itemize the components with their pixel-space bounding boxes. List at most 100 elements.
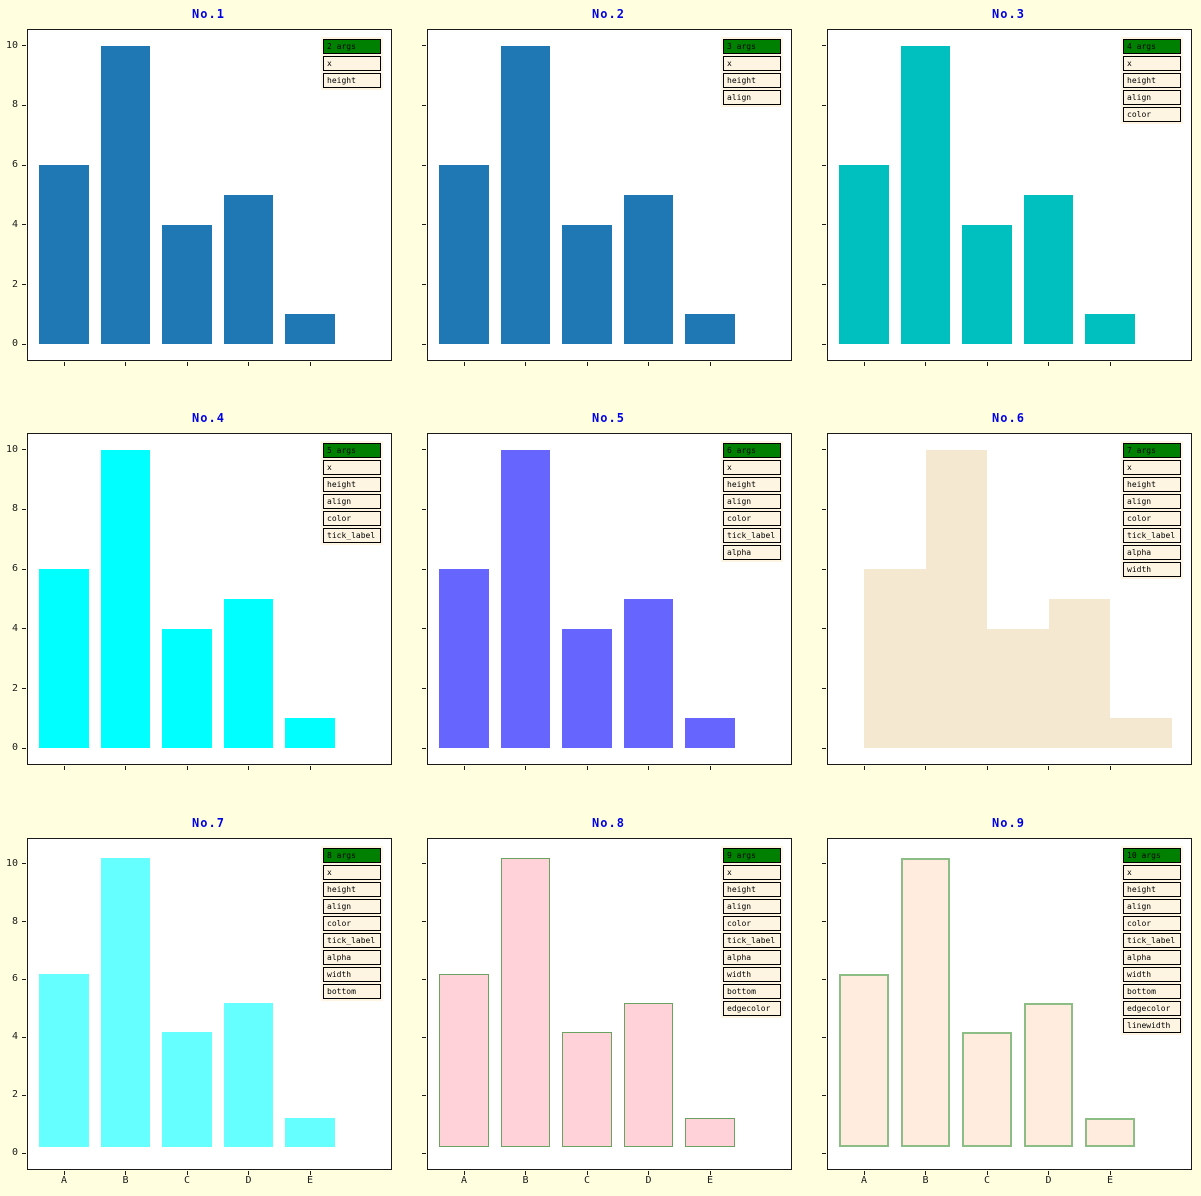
y-tick-mark bbox=[422, 343, 426, 345]
x-tick-mark bbox=[925, 362, 926, 366]
subplot-5: No.5 6 args x height align color tick_label a… bbox=[400, 404, 800, 802]
x-tick-mark bbox=[986, 362, 988, 366]
bar-B bbox=[500, 449, 551, 749]
legend: 6 args x height align color tick_label alpha bbox=[721, 441, 783, 562]
y-tick-mark bbox=[422, 104, 426, 106]
x-tick-mark bbox=[525, 362, 526, 366]
bars-layer bbox=[428, 30, 791, 360]
bar-D bbox=[623, 599, 674, 749]
x-tick-mark bbox=[925, 766, 926, 770]
y-tick-label: 8 bbox=[11, 915, 18, 927]
y-tick-mark bbox=[22, 1036, 26, 1038]
legend-item-alpha: alpha bbox=[1123, 545, 1181, 560]
y-tick-label: 6 bbox=[11, 973, 18, 985]
bar-E bbox=[285, 718, 335, 749]
chart-title: No.6 bbox=[992, 411, 1025, 425]
x-tick-label: E bbox=[306, 1175, 314, 1186]
legend-item-height: height bbox=[1123, 882, 1181, 897]
x-tick-mark bbox=[186, 362, 188, 366]
bar-A bbox=[39, 569, 89, 749]
y-tick-mark bbox=[22, 449, 26, 451]
y-tick-mark bbox=[22, 224, 26, 226]
bar-A bbox=[839, 973, 889, 1148]
y-tick-label: 0 bbox=[11, 1147, 18, 1159]
legend-header: 10 args bbox=[1123, 848, 1181, 863]
legend-item-align: align bbox=[323, 494, 381, 509]
bar-B bbox=[900, 45, 951, 345]
bar-C bbox=[562, 628, 612, 749]
y-tick-label: 8 bbox=[11, 99, 18, 111]
bar-B bbox=[900, 857, 951, 1148]
bar-B bbox=[500, 857, 551, 1148]
legend-item-align: align bbox=[723, 494, 781, 509]
x-tick-label: D bbox=[1045, 1175, 1052, 1186]
plot-area: 6 args x height align color tick_label alpha bbox=[422, 433, 792, 770]
legend-item-linewidth: linewidth bbox=[1123, 1018, 1181, 1033]
y-tick-label: 2 bbox=[11, 682, 18, 694]
x-tick-mark bbox=[863, 766, 865, 770]
bar-C bbox=[987, 628, 1049, 749]
x-tick-mark bbox=[1048, 362, 1049, 366]
x-tick-label: C bbox=[983, 1175, 991, 1186]
legend-item-height: height bbox=[1123, 477, 1181, 492]
x-tick-mark bbox=[248, 362, 249, 366]
y-tick-label: 0 bbox=[11, 742, 18, 754]
y-tick-label: 10 bbox=[5, 39, 18, 51]
y-tick-mark bbox=[22, 508, 26, 510]
x-tick-mark bbox=[648, 766, 649, 770]
legend-header: 7 args bbox=[1123, 443, 1181, 458]
bar-A bbox=[439, 165, 489, 345]
y-tick-label: 0 bbox=[11, 338, 18, 350]
x-tick-mark bbox=[309, 766, 311, 770]
x-tick-label: A bbox=[860, 1175, 868, 1186]
chart-title: No.1 bbox=[192, 7, 225, 21]
plot-area: 7 args x height align color tick_label alpha w… bbox=[822, 433, 1192, 770]
bar-D bbox=[1023, 1002, 1074, 1148]
plot-area: 5 args x height align color tick_label 0 2 4 6 8… bbox=[6, 433, 392, 770]
y-tick-label: 2 bbox=[11, 1089, 18, 1101]
x-tick-mark bbox=[1048, 766, 1049, 770]
legend-item-tick_label: tick_label bbox=[1123, 528, 1181, 543]
bar-D bbox=[223, 195, 274, 345]
legend: 4 args x height align color bbox=[1121, 37, 1183, 124]
y-tick-label: 6 bbox=[11, 563, 18, 575]
legend-item-align: align bbox=[323, 899, 381, 914]
x-tick-mark bbox=[525, 766, 526, 770]
x-tick-mark bbox=[709, 766, 711, 770]
y-tick-mark bbox=[822, 747, 826, 749]
legend-header: 8 args bbox=[323, 848, 381, 863]
legend-item-bottom: bottom bbox=[723, 984, 781, 999]
x-tick-mark bbox=[463, 1171, 465, 1175]
legend-item-height: height bbox=[323, 73, 381, 88]
bar-E bbox=[1110, 718, 1172, 749]
x-tick-mark bbox=[125, 1171, 126, 1175]
y-tick-label: 10 bbox=[5, 857, 18, 869]
y-tick-mark bbox=[822, 224, 826, 226]
bar-E bbox=[1085, 1118, 1135, 1148]
bars-layer bbox=[28, 30, 391, 360]
subplot-7: No.7 8 args x height align color tick_label a… bbox=[0, 809, 400, 1196]
legend-item-align: align bbox=[723, 90, 781, 105]
bar-D bbox=[223, 1002, 274, 1148]
legend: 7 args x height align color tick_label alpha w… bbox=[1121, 441, 1183, 579]
legend-item-x: x bbox=[323, 56, 381, 71]
plot-area: 3 args x height align bbox=[422, 29, 792, 366]
y-tick-mark bbox=[22, 863, 26, 865]
x-tick-label: B bbox=[522, 1175, 529, 1186]
legend-item-align: align bbox=[723, 899, 781, 914]
y-tick-mark bbox=[22, 628, 26, 630]
y-tick-mark bbox=[422, 863, 426, 865]
bars-layer bbox=[828, 30, 1191, 360]
y-tick-mark bbox=[422, 1094, 426, 1096]
y-tick-mark bbox=[822, 1094, 826, 1096]
x-tick-mark bbox=[925, 1171, 926, 1175]
plot-area: 4 args x height align color bbox=[822, 29, 1192, 366]
y-tick-mark bbox=[822, 343, 826, 345]
legend-item-color: color bbox=[323, 511, 381, 526]
bar-B bbox=[100, 857, 151, 1148]
legend-header: 6 args bbox=[723, 443, 781, 458]
y-tick-mark bbox=[422, 1036, 426, 1038]
y-tick-mark bbox=[822, 508, 826, 510]
x-tick-mark bbox=[309, 1171, 311, 1175]
y-tick-mark bbox=[822, 628, 826, 630]
